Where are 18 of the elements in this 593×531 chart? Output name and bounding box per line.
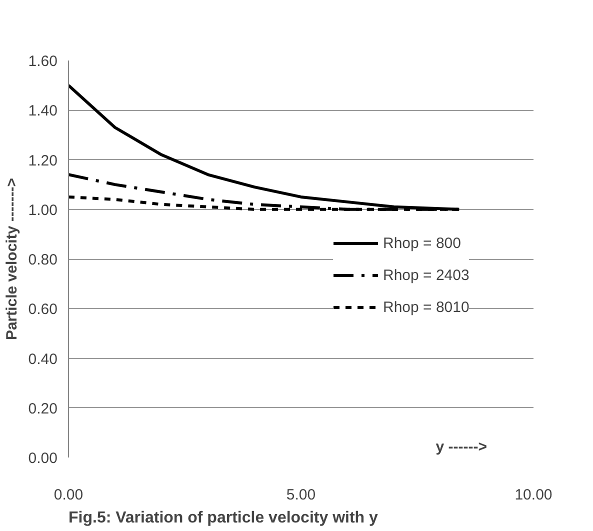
y-tick-label: 0.20 (28, 400, 58, 418)
legend-label: Rhop = 8010 (383, 298, 470, 316)
x-tick-label: 0.00 (54, 486, 84, 504)
x-tick-label: 5.00 (286, 486, 316, 504)
legend-label: Rhop = 800 (383, 234, 461, 252)
y-tick-label: 0.80 (28, 252, 58, 268)
x-axis-title: y ------> (436, 438, 488, 456)
y-tick-label: 0.00 (28, 450, 58, 467)
y-tick-label: 0.60 (28, 301, 58, 318)
y-tick-label: 1.60 (28, 53, 58, 70)
x-tick-label: 10.00 (514, 486, 552, 504)
legend-label: Rhop = 2403 (383, 266, 470, 284)
text: Fig.5: Variation of particle velocity with y (68, 510, 378, 526)
y-tick-label: 1.40 (28, 102, 58, 120)
y-tick-label: 1.20 (28, 152, 58, 170)
y-tick-label: 0.40 (28, 350, 58, 368)
y-tick-label: 1.00 (28, 202, 58, 219)
y-axis-title: Particle velocity -------> (3, 178, 20, 340)
